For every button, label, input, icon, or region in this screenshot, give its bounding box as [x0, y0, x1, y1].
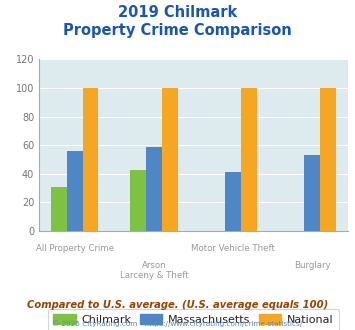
- Bar: [51, 187, 67, 231]
- Bar: [320, 88, 336, 231]
- Bar: [241, 88, 257, 231]
- Bar: [304, 155, 320, 231]
- Text: All Property Crime: All Property Crime: [36, 244, 114, 253]
- Bar: [162, 88, 178, 231]
- Text: Property Crime Comparison: Property Crime Comparison: [63, 23, 292, 38]
- Bar: [146, 147, 162, 231]
- Bar: [83, 88, 98, 231]
- Text: Arson
Larceny & Theft: Arson Larceny & Theft: [120, 261, 188, 280]
- Text: Motor Vehicle Theft: Motor Vehicle Theft: [191, 244, 275, 253]
- Text: 2019 Chilmark: 2019 Chilmark: [118, 5, 237, 20]
- Bar: [67, 151, 83, 231]
- Text: © 2025 CityRating.com - https://www.cityrating.com/crime-statistics/: © 2025 CityRating.com - https://www.city…: [53, 321, 302, 327]
- Bar: [225, 172, 241, 231]
- Bar: [130, 170, 146, 231]
- Legend: Chilmark, Massachusetts, National: Chilmark, Massachusetts, National: [48, 309, 339, 330]
- Text: Burglary: Burglary: [294, 261, 331, 270]
- Text: Compared to U.S. average. (U.S. average equals 100): Compared to U.S. average. (U.S. average …: [27, 300, 328, 310]
